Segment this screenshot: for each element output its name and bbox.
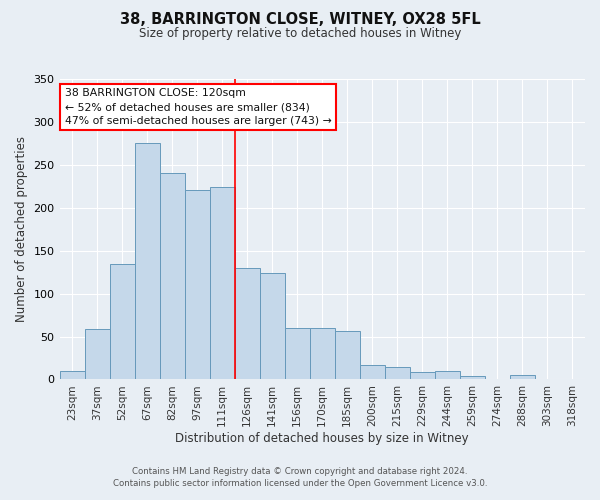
Bar — [235, 268, 260, 380]
Text: 38 BARRINGTON CLOSE: 120sqm
← 52% of detached houses are smaller (834)
47% of se: 38 BARRINGTON CLOSE: 120sqm ← 52% of det… — [65, 88, 332, 126]
Bar — [460, 376, 485, 380]
Bar — [185, 190, 209, 380]
Bar — [360, 365, 385, 380]
Bar — [160, 172, 185, 380]
Bar — [485, 378, 510, 380]
Bar — [85, 329, 110, 380]
Y-axis label: Number of detached properties: Number of detached properties — [15, 136, 28, 322]
Bar — [410, 372, 435, 380]
Bar — [260, 273, 285, 380]
Bar — [510, 375, 535, 380]
Bar — [335, 330, 360, 380]
Bar — [435, 371, 460, 380]
Bar — [535, 378, 560, 380]
Text: Size of property relative to detached houses in Witney: Size of property relative to detached ho… — [139, 28, 461, 40]
Text: Contains HM Land Registry data © Crown copyright and database right 2024.
Contai: Contains HM Land Registry data © Crown c… — [113, 466, 487, 487]
Bar — [110, 264, 134, 380]
Bar — [59, 371, 85, 380]
Bar — [134, 144, 160, 380]
Bar — [285, 328, 310, 380]
Bar — [560, 378, 585, 380]
Bar — [385, 366, 410, 380]
Bar — [310, 328, 335, 380]
Text: 38, BARRINGTON CLOSE, WITNEY, OX28 5FL: 38, BARRINGTON CLOSE, WITNEY, OX28 5FL — [119, 12, 481, 28]
X-axis label: Distribution of detached houses by size in Witney: Distribution of detached houses by size … — [175, 432, 469, 445]
Bar — [209, 187, 235, 380]
